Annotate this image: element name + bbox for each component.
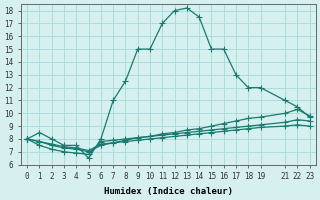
X-axis label: Humidex (Indice chaleur): Humidex (Indice chaleur) [104, 187, 233, 196]
